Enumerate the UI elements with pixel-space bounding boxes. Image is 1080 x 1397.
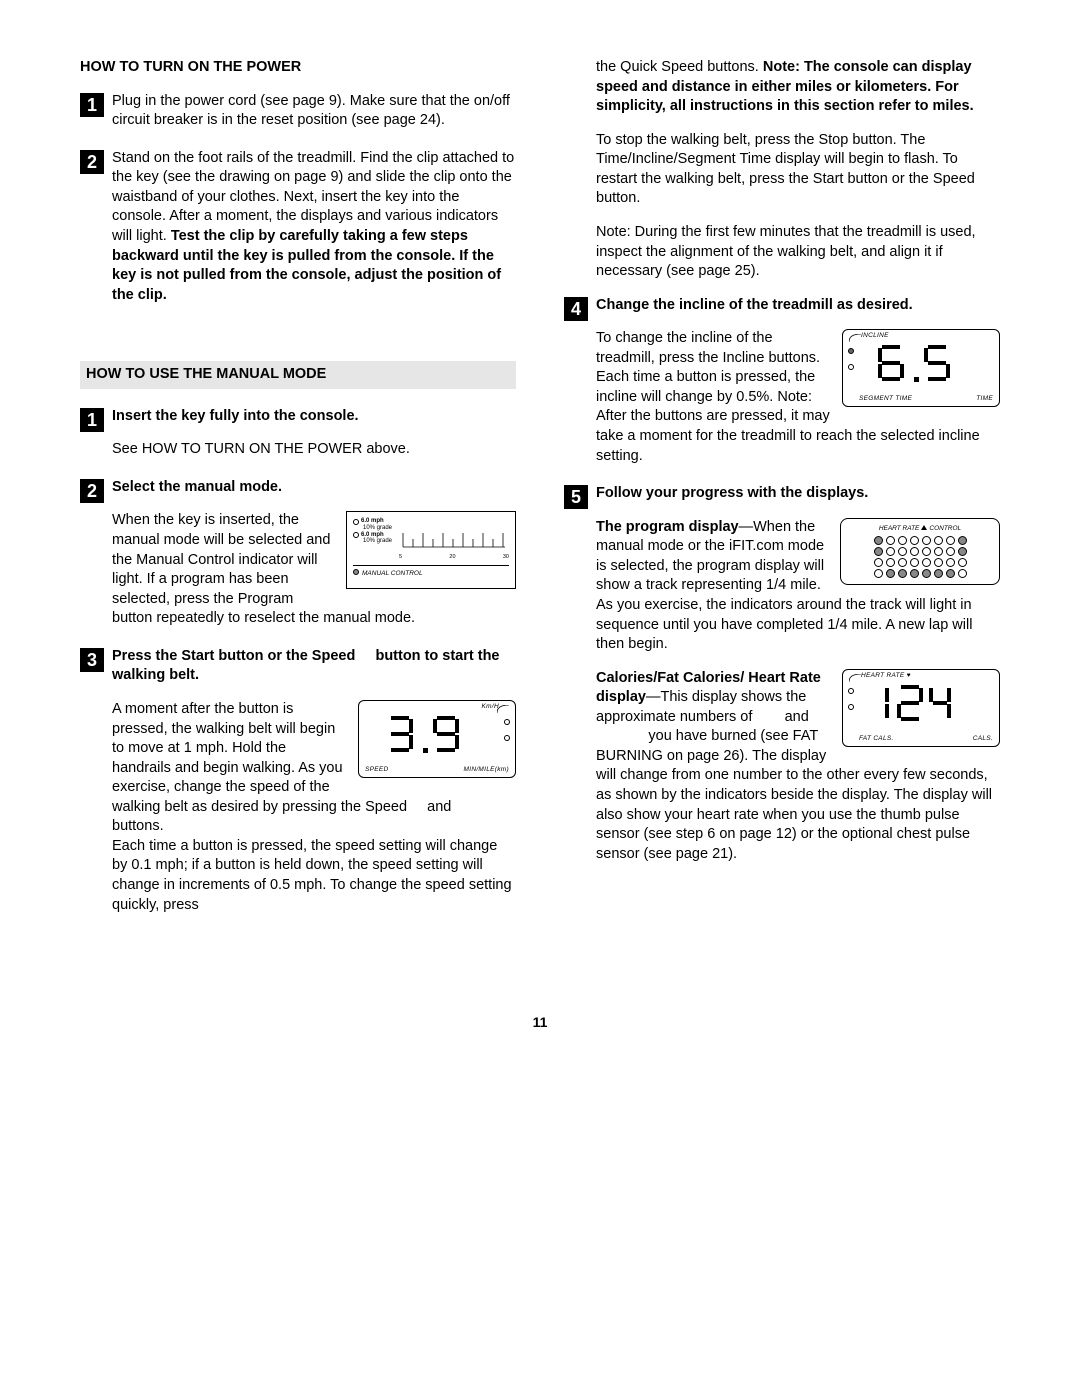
section-heading-bar: HOW TO USE THE MANUAL MODE (80, 361, 516, 389)
step-5: 5 Follow your progress with the displays… (564, 484, 1000, 864)
speed-display-diagram: Km/H (358, 700, 516, 778)
step-number: 3 (80, 648, 104, 672)
step-2: 2 Stand on the foot rails of the treadmi… (80, 149, 516, 306)
body-text: To stop the walking belt, press the Stop… (596, 131, 1000, 209)
heart-icon: ♥ (907, 672, 911, 679)
manual-step-1: 1 Insert the key fully into the console.… (80, 407, 516, 460)
step-text: See HOW TO TURN ON THE POWER above. (112, 440, 516, 460)
step-text: Stand on the foot rails of the treadmill… (112, 149, 516, 306)
manual-step-3: 3 Press the Start button or the Speed bu… (80, 647, 516, 915)
step-number: 5 (564, 485, 588, 509)
continuation-text: the Quick Speed buttons. Note: The conso… (596, 58, 1000, 117)
program-track-diagram: HEART RATECONTROL (840, 518, 1000, 586)
step-1: 1 Plug in the power cord (see page 9). M… (80, 92, 516, 131)
step-title: Change the incline of the treadmill as d… (596, 296, 1000, 316)
step-number: 4 (564, 297, 588, 321)
incline-display-diagram: INCLINE (842, 329, 1000, 407)
heart-rate-display-diagram: HEART RATE ♥ (842, 669, 1000, 747)
step-number: 1 (80, 408, 104, 432)
step-text: Plug in the power cord (see page 9). Mak… (112, 92, 516, 131)
manual-step-2: 2 Select the manual mode. 6.0 mph 10% gr… (80, 478, 516, 629)
step-title: Insert the key fully into the console. (112, 407, 516, 427)
step-number: 2 (80, 150, 104, 174)
body-text: Note: During the first few minutes that … (596, 223, 1000, 282)
section-heading: HOW TO TURN ON THE POWER (80, 58, 516, 78)
step-title: Press the Start button or the Speed butt… (112, 647, 516, 686)
step-text: Each time a button is pressed, the speed… (112, 837, 516, 915)
page-number: 11 (80, 1013, 1000, 1032)
manual-control-diagram: 6.0 mph 10% grade 6.0 mph 10% grade (346, 511, 516, 589)
step-title: Select the manual mode. (112, 478, 516, 498)
step-number: 1 (80, 93, 104, 117)
step-title: Follow your progress with the displays. (596, 484, 1000, 504)
step-4: 4 Change the incline of the treadmill as… (564, 296, 1000, 467)
step-number: 2 (80, 479, 104, 503)
